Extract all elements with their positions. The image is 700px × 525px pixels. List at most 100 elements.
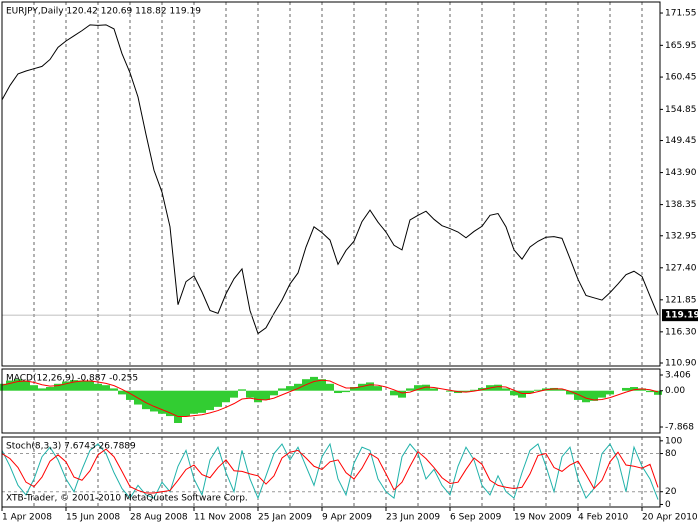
y-tick-label: 138.35 bbox=[665, 200, 697, 210]
histogram-bar bbox=[390, 390, 398, 396]
histogram-bar bbox=[470, 389, 478, 391]
x-tick-label: 9 Apr 2009 bbox=[322, 513, 372, 523]
histogram-bar bbox=[62, 381, 70, 391]
series-line bbox=[1, 448, 659, 494]
annotation: XTB-Trader, © 2001-2010 MetaQuotes Softw… bbox=[6, 494, 248, 504]
histogram-bar bbox=[254, 390, 262, 403]
histogram-bar bbox=[94, 383, 102, 391]
x-tick-label: 19 Nov 2009 bbox=[514, 513, 572, 523]
histogram-bar bbox=[142, 390, 150, 410]
x-tick-label: 15 Jun 2008 bbox=[66, 513, 120, 523]
histogram-bar bbox=[510, 390, 518, 396]
histogram-bar bbox=[54, 383, 62, 391]
pane-border bbox=[1, 368, 661, 434]
histogram-bar bbox=[430, 388, 438, 391]
y-tick-label: 100 bbox=[665, 436, 682, 446]
histogram-bar bbox=[182, 390, 190, 417]
y-tick-label: -7.868 bbox=[665, 422, 694, 432]
histogram-bar bbox=[86, 381, 94, 391]
histogram-bar bbox=[606, 390, 614, 395]
pane-title: Stoch(8,3,3) 7.6743 26.7889 bbox=[6, 442, 136, 452]
histogram-bar bbox=[150, 390, 158, 412]
x-tick-label: 11 Nov 2008 bbox=[194, 513, 252, 523]
histogram-bar bbox=[462, 390, 470, 393]
histogram-bar bbox=[534, 389, 542, 391]
x-tick-label: 4 Feb 2010 bbox=[578, 513, 629, 523]
histogram-bar bbox=[70, 380, 78, 391]
histogram-bar bbox=[126, 390, 134, 400]
histogram-bar bbox=[14, 379, 22, 391]
histogram-bar bbox=[110, 388, 118, 391]
last-price-label: 119.19 bbox=[665, 311, 700, 321]
histogram-bar bbox=[102, 385, 110, 391]
y-tick-label: 0 bbox=[665, 500, 671, 510]
histogram-bar bbox=[318, 379, 326, 391]
histogram-bar bbox=[494, 384, 502, 391]
histogram-bar bbox=[206, 390, 214, 411]
series-line bbox=[1, 24, 659, 335]
histogram-bar bbox=[30, 385, 38, 391]
x-tick-label: 23 Jun 2009 bbox=[386, 513, 440, 523]
histogram-bar bbox=[6, 380, 14, 391]
histogram-bar bbox=[190, 390, 198, 414]
histogram-bar bbox=[198, 390, 206, 413]
last-price-box bbox=[662, 309, 698, 322]
y-tick-label: 165.95 bbox=[665, 41, 697, 51]
y-tick-label: 80 bbox=[665, 449, 677, 459]
histogram-bar bbox=[158, 390, 166, 414]
x-tick-label: 20 Apr 2010 bbox=[642, 513, 698, 523]
histogram-bar bbox=[590, 390, 598, 401]
histogram-bar bbox=[374, 386, 382, 391]
series-line bbox=[1, 442, 659, 500]
histogram-bar bbox=[422, 384, 430, 391]
histogram-bar bbox=[518, 390, 526, 398]
histogram-bar bbox=[526, 390, 534, 394]
histogram-bar bbox=[646, 390, 654, 393]
histogram-bar bbox=[638, 388, 646, 391]
histogram-bar bbox=[310, 376, 318, 391]
y-tick-label: 20 bbox=[665, 487, 677, 497]
pane-title: MACD(12,26,9) -0.887 -0.255 bbox=[6, 374, 138, 384]
pane-title: EURJPY,Daily 120.42 120.69 118.82 119.19 bbox=[6, 7, 201, 17]
histogram-bar bbox=[622, 387, 630, 391]
histogram-bar bbox=[654, 390, 662, 395]
pane-border bbox=[1, 436, 661, 508]
histogram-bar bbox=[326, 383, 334, 391]
histogram-bar bbox=[222, 390, 230, 403]
histogram-bar bbox=[414, 385, 422, 391]
y-tick-label: 171.55 bbox=[665, 9, 697, 19]
histogram-bar bbox=[366, 382, 374, 391]
histogram-bar bbox=[446, 390, 454, 392]
x-tick-label: 25 Jan 2009 bbox=[258, 513, 312, 523]
x-tick-label: 1 Apr 2008 bbox=[2, 513, 52, 523]
histogram-bar bbox=[286, 386, 294, 391]
y-tick-label: 127.40 bbox=[665, 263, 697, 273]
histogram-bar bbox=[78, 380, 86, 391]
y-tick-label: 143.90 bbox=[665, 168, 697, 178]
histogram-bar bbox=[502, 388, 510, 391]
histogram-bar bbox=[270, 390, 278, 396]
histogram-bar bbox=[278, 388, 286, 391]
histogram-bar bbox=[262, 390, 270, 400]
y-tick-label: 154.85 bbox=[665, 105, 697, 115]
histogram-bar bbox=[294, 383, 302, 391]
x-tick-label: 6 Sep 2009 bbox=[450, 513, 502, 523]
histogram-bar bbox=[566, 390, 574, 395]
histogram-bar bbox=[358, 383, 366, 391]
histogram-bar bbox=[118, 390, 126, 395]
histogram-bar bbox=[398, 390, 406, 398]
histogram-bar bbox=[558, 389, 566, 391]
series-line bbox=[1, 379, 659, 418]
histogram-bar bbox=[230, 390, 238, 398]
x-tick-label: 28 Aug 2008 bbox=[130, 513, 188, 523]
y-tick-label: 116.30 bbox=[665, 327, 697, 337]
histogram-bar bbox=[406, 388, 414, 391]
histogram-bar bbox=[582, 390, 590, 403]
y-tick-label: 160.45 bbox=[665, 73, 697, 83]
histogram-bar bbox=[342, 390, 350, 393]
histogram-bar bbox=[214, 390, 222, 407]
y-tick-label: 132.95 bbox=[665, 231, 697, 241]
histogram-bar bbox=[46, 387, 54, 391]
histogram-bar bbox=[22, 381, 30, 391]
